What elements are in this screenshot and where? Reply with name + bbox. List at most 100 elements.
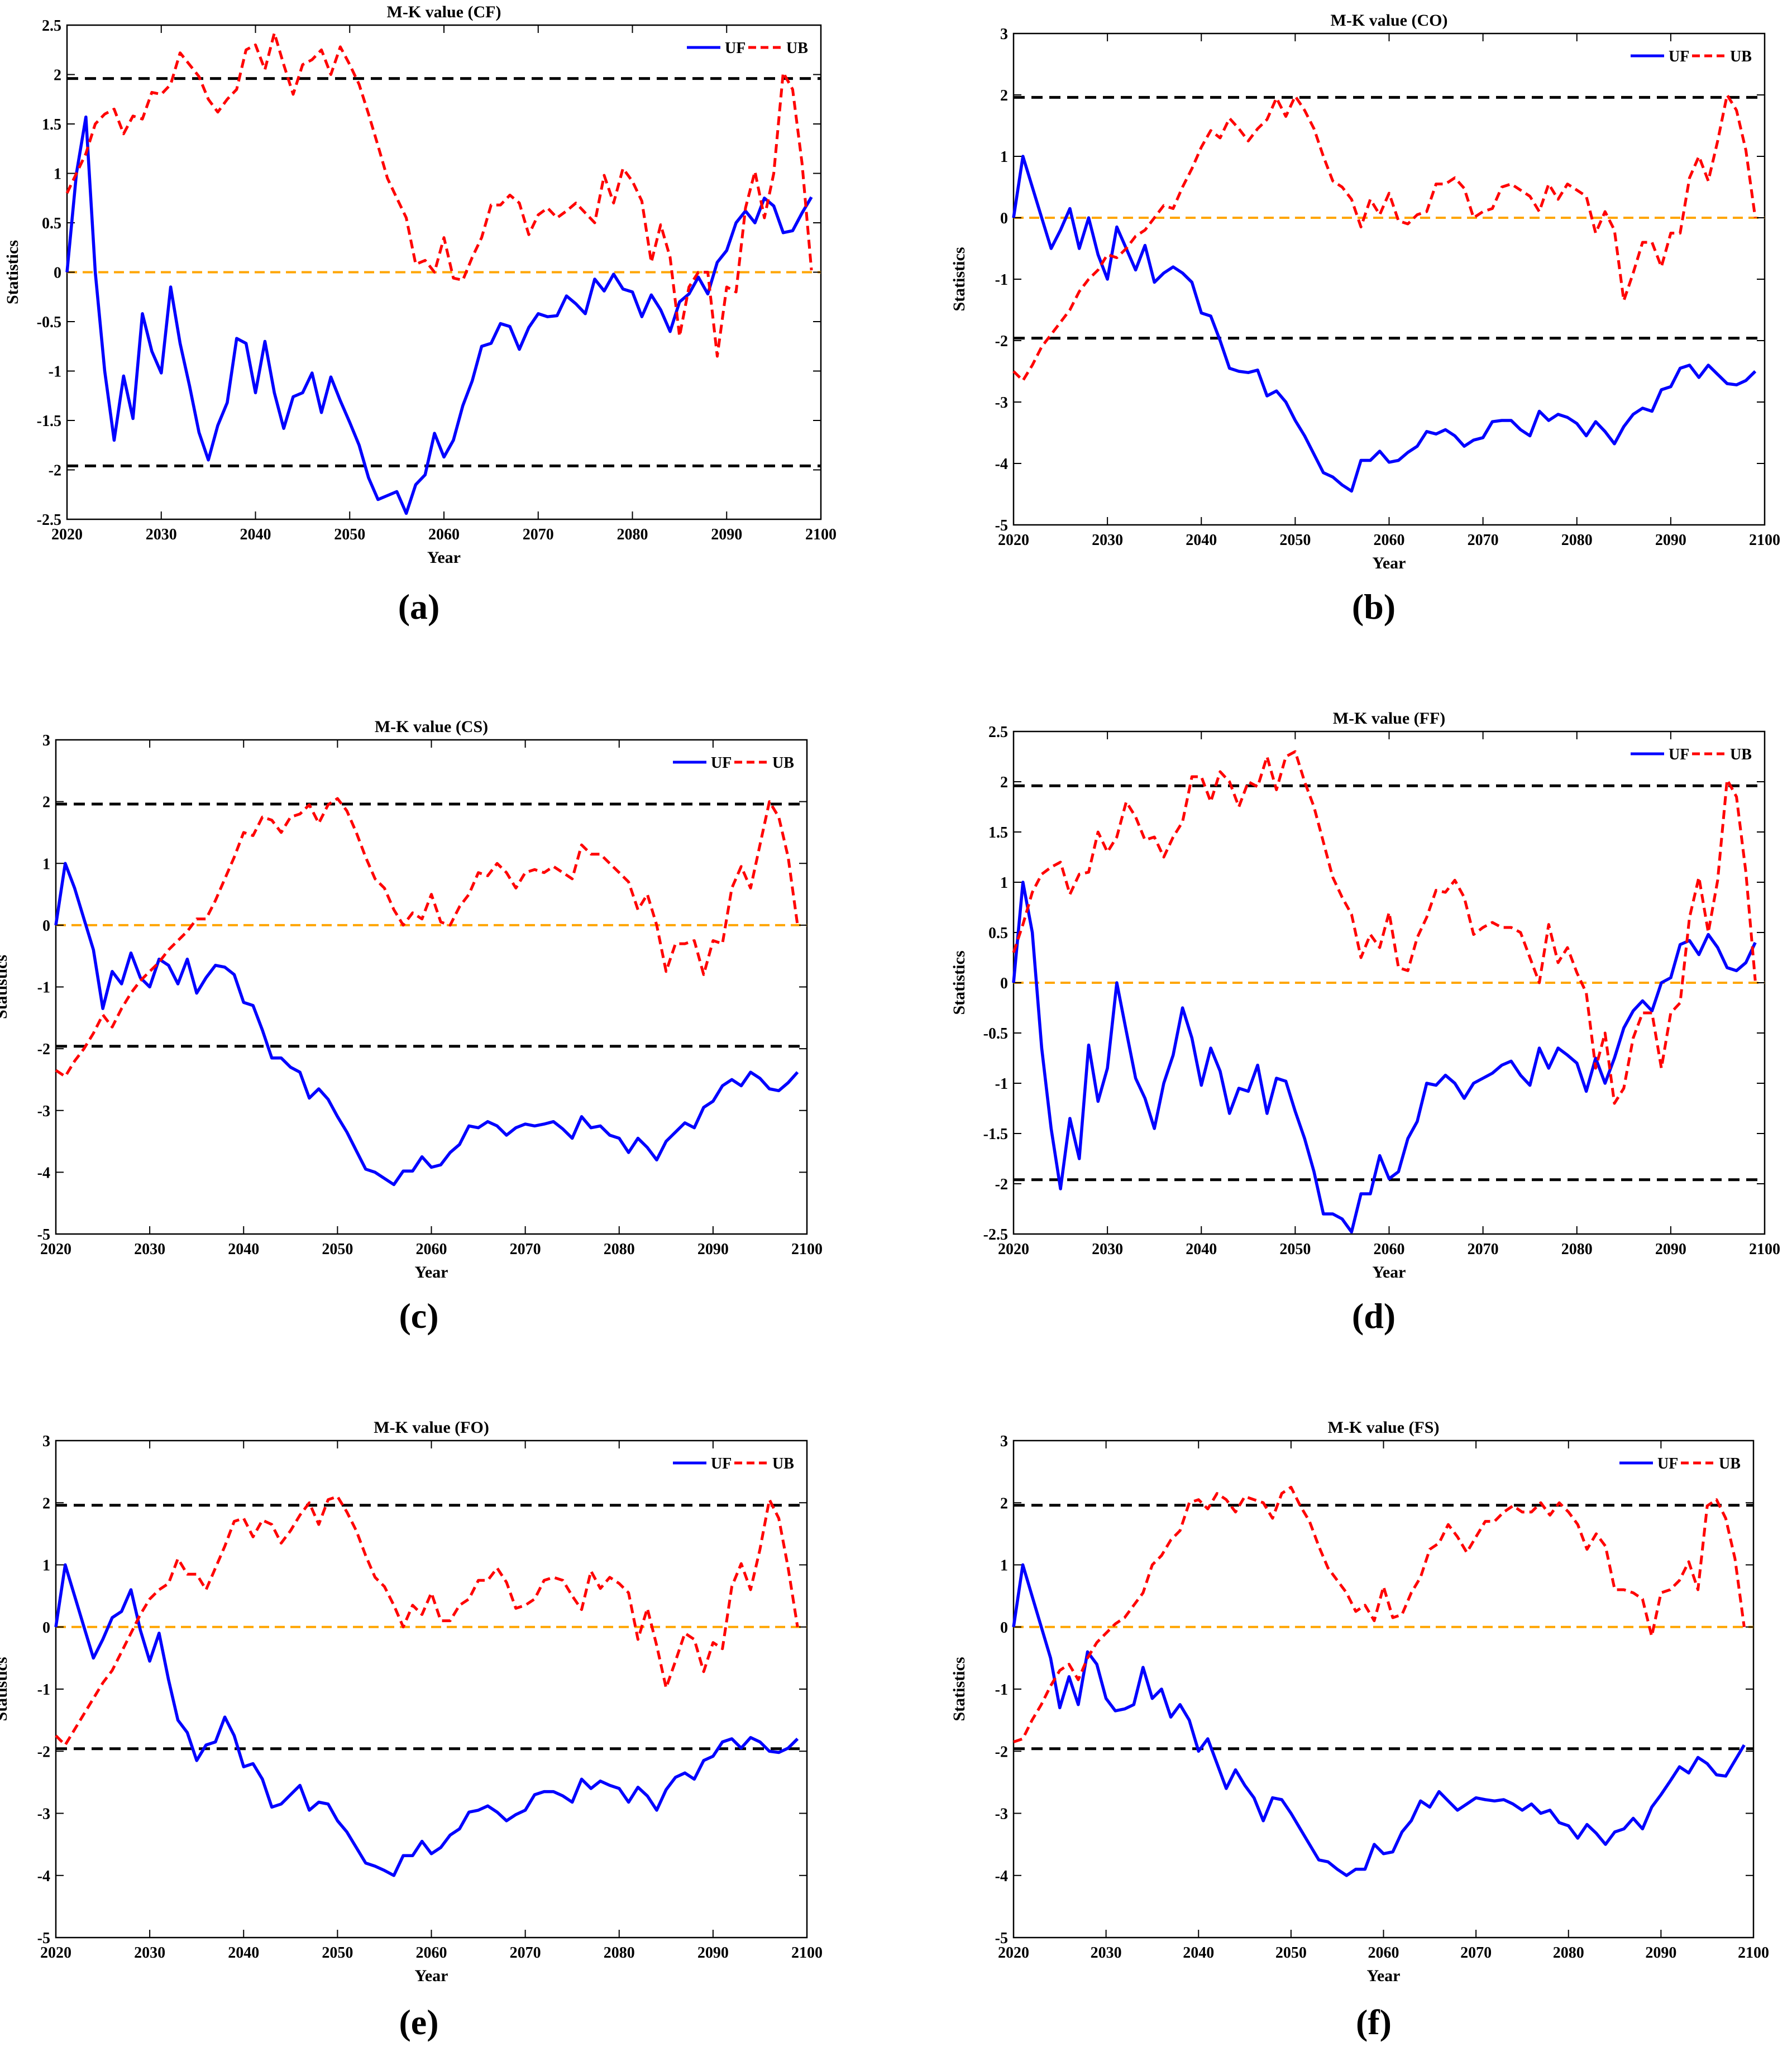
x-tick-label: 2080	[1561, 532, 1593, 549]
x-tick-label: 2020	[998, 1241, 1029, 1258]
y-tick-label: 2	[54, 67, 61, 84]
x-tick-label: 2040	[228, 1241, 259, 1258]
legend-label-ub: UB	[1730, 48, 1752, 65]
y-tick-label: -1.5	[983, 1126, 1008, 1143]
y-tick-label: -1.5	[37, 413, 61, 430]
y-axis-label: Statistics	[950, 1657, 968, 1721]
y-tick-label: -2.5	[37, 511, 61, 529]
x-tick-label: 2100	[805, 526, 837, 543]
x-axis-label: Year	[427, 548, 461, 567]
legend-label-uf: UF	[1669, 48, 1689, 65]
legend-label-ub: UB	[772, 754, 794, 772]
x-tick-label: 2080	[604, 1241, 635, 1258]
y-tick-label: -3	[37, 1103, 50, 1120]
y-axis-label: Statistics	[3, 240, 22, 304]
series-line-uf	[54, 862, 799, 1187]
x-tick-label: 2050	[1279, 1241, 1311, 1258]
x-tick-label: 2020	[998, 1944, 1029, 1962]
x-tick-label: 2030	[1092, 532, 1123, 549]
y-tick-label: -1	[37, 1681, 50, 1699]
y-tick-label: -4	[995, 1868, 1008, 1885]
y-tick-label: 1	[42, 855, 50, 873]
x-tick-label: 2040	[240, 526, 271, 543]
y-tick-label: 3	[42, 732, 50, 749]
panel-label-e: (e)	[399, 2002, 439, 2042]
series-line-uf	[65, 115, 813, 515]
x-tick-label: 2080	[1561, 1241, 1593, 1258]
chart-panel-4: 2020 2030 2040 2050 2060 2070 2080 2090 2100 -2.5…	[950, 709, 1780, 1281]
panel-label-c: (c)	[399, 1296, 439, 1336]
y-tick-label: 1	[1000, 874, 1008, 892]
y-tick-label: -1	[49, 364, 61, 381]
y-tick-label: 1	[42, 1557, 50, 1575]
series-line-ub	[65, 31, 813, 358]
y-tick-label: 0	[42, 917, 50, 935]
legend-label-ub: UB	[1719, 1455, 1741, 1472]
y-axis-label: Statistics	[950, 951, 968, 1015]
series-line-uf	[1012, 155, 1757, 493]
x-tick-label: 2100	[1738, 1944, 1769, 1962]
legend-label-ub: UB	[1730, 746, 1752, 763]
x-tick-label: 2050	[322, 1241, 353, 1258]
y-tick-label: 0.5	[988, 925, 1008, 942]
x-axis-label: Year	[415, 1967, 448, 1985]
y-tick-label: -1	[995, 1681, 1008, 1699]
x-tick-label: 2100	[1749, 1241, 1780, 1258]
y-tick-label: -2	[37, 1743, 50, 1761]
x-tick-label: 2100	[1749, 532, 1780, 549]
series-line-uf	[1012, 881, 1757, 1234]
x-axis-label: Year	[1373, 554, 1406, 572]
legend-label-uf: UF	[1657, 1455, 1678, 1472]
y-axis-label: Statistics	[0, 1657, 11, 1721]
x-tick-label: 2070	[1468, 1241, 1499, 1258]
y-tick-label: -4	[37, 1868, 50, 1885]
x-tick-label: 2050	[334, 526, 365, 543]
y-tick-label: 1.5	[42, 116, 61, 133]
x-tick-label: 2060	[1374, 1241, 1405, 1258]
chart-title: M-K value (FO)	[374, 1418, 489, 1437]
x-tick-label: 2090	[697, 1241, 729, 1258]
x-tick-label: 2090	[697, 1944, 729, 1962]
y-tick-label: -1	[37, 979, 50, 997]
chart-panel-3: 2020 2030 2040 2050 2060 2070 2080 2090 2100 -5 -4…	[0, 718, 823, 1281]
y-tick-label: 1	[54, 166, 61, 183]
y-tick-label: -5	[37, 1930, 50, 1947]
x-tick-label: 2030	[146, 526, 177, 543]
y-tick-label: 2.5	[988, 724, 1008, 741]
chart-title: M-K value (FF)	[1333, 709, 1446, 728]
y-tick-label: -4	[37, 1164, 50, 1182]
y-tick-label: 3	[1000, 1433, 1008, 1450]
y-tick-label: 0	[54, 265, 61, 282]
y-tick-label: -1	[995, 1075, 1008, 1093]
y-tick-label: 1	[1000, 149, 1008, 166]
y-tick-label: 2	[1000, 87, 1008, 104]
y-axis-label: Statistics	[0, 955, 11, 1019]
x-tick-label: 2040	[228, 1944, 259, 1962]
y-tick-label: 2	[1000, 1495, 1008, 1512]
panel-label-d: (d)	[1351, 1296, 1396, 1336]
x-tick-label: 2060	[416, 1944, 447, 1962]
y-tick-label: -2	[995, 333, 1008, 350]
series-line-uf	[1012, 1563, 1746, 1877]
series-line-uf	[54, 1563, 799, 1877]
legend-label-ub: UB	[772, 1455, 794, 1472]
x-tick-label: 2090	[1655, 1241, 1686, 1258]
x-tick-label: 2050	[322, 1944, 353, 1962]
x-tick-label: 2080	[1553, 1944, 1584, 1962]
y-tick-label: -2	[995, 1176, 1008, 1193]
x-tick-label: 2090	[1655, 532, 1686, 549]
y-tick-label: 1.5	[988, 824, 1008, 841]
x-tick-label: 2060	[1368, 1944, 1399, 1962]
y-tick-label: 2	[42, 1495, 50, 1512]
series-line-ub	[55, 1495, 799, 1747]
x-tick-label: 2030	[134, 1241, 165, 1258]
y-tick-label: 1	[1000, 1557, 1008, 1575]
y-tick-label: 2.5	[42, 17, 61, 35]
chart-title: M-K value (CS)	[375, 718, 488, 736]
chart-panel-5: 2020 2030 2040 2050 2060 2070 2080 2090 2100 -5 -4…	[0, 1418, 823, 1985]
x-tick-label: 2060	[1374, 532, 1405, 549]
chart-panel-2: 2020 2030 2040 2050 2060 2070 2080 2090 2100 -5 -4…	[950, 11, 1780, 572]
x-tick-label: 2050	[1279, 532, 1311, 549]
